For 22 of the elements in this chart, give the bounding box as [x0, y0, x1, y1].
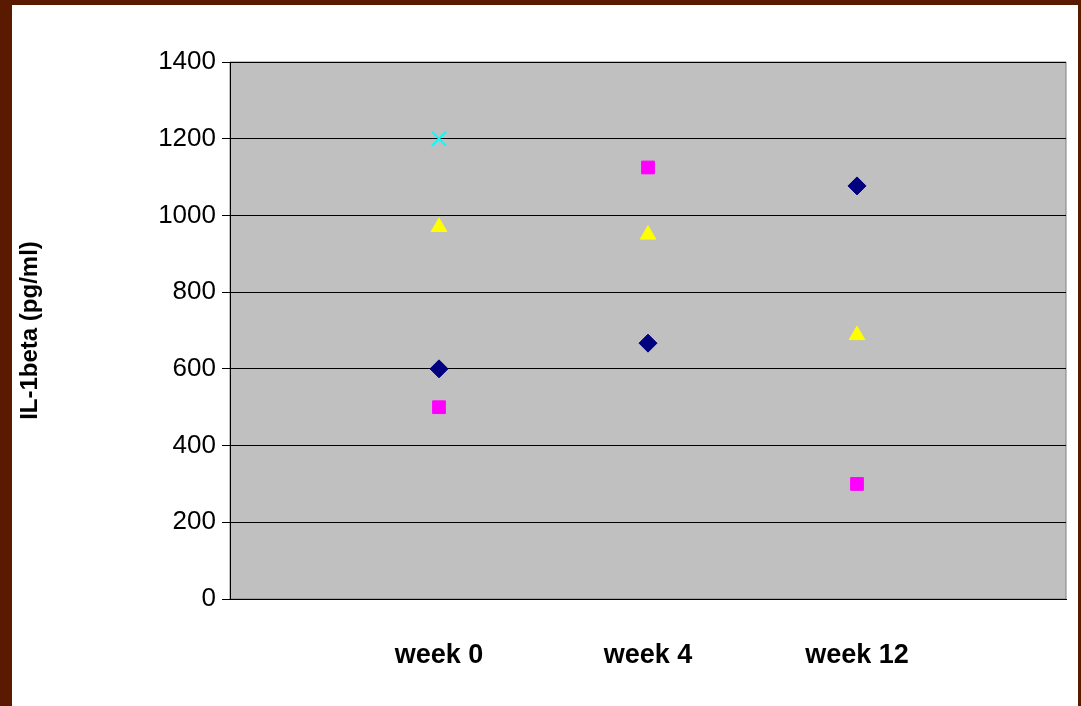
y-tick-label: 800 — [172, 275, 216, 306]
point — [641, 160, 655, 175]
point — [430, 217, 448, 232]
x-tick-label: week 4 — [602, 638, 693, 669]
y-tick-label: 1000 — [158, 198, 216, 229]
y-tick-label: 600 — [172, 352, 216, 383]
point — [850, 477, 864, 491]
y-tick-label: 1200 — [158, 121, 216, 152]
x-tick-label: week 12 — [804, 638, 909, 669]
point — [847, 176, 867, 196]
x-tick-label: week 0 — [393, 638, 484, 669]
y-tick-label: 400 — [172, 428, 216, 459]
y-axis-title: IL-1beta (pg/ml) — [15, 241, 43, 420]
point — [639, 225, 657, 240]
point — [430, 130, 448, 147]
y-tick-label: 0 — [201, 582, 216, 613]
point — [638, 333, 658, 353]
point — [432, 400, 446, 415]
point — [848, 325, 866, 341]
y-tick-label: 1400 — [158, 45, 216, 76]
point — [429, 359, 449, 379]
y-tick-label: 200 — [172, 505, 216, 536]
